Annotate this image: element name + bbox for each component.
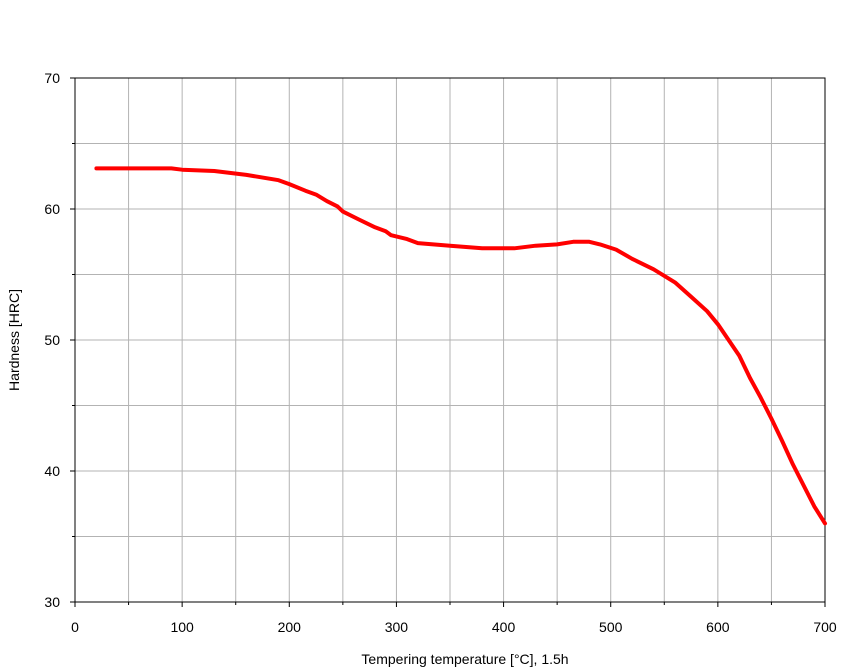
y-tick-label: 30 [44,594,60,610]
y-axis-label: Hardness [HRC] [6,289,22,391]
gridlines [75,78,825,602]
x-tick-label: 100 [170,619,194,635]
tick-marks [70,77,826,607]
x-tick-label: 300 [385,619,409,635]
x-axis-tick-labels: 0 100 200 300 400 500 600 700 [71,619,837,635]
x-axis-label: Tempering temperature [°C], 1.5h [361,651,568,667]
y-tick-label: 60 [44,201,60,217]
y-axis-tick-labels: 30 40 50 60 70 [44,70,60,610]
x-tick-label: 600 [706,619,730,635]
y-tick-label: 70 [44,70,60,86]
x-tick-label: 200 [278,619,302,635]
x-tick-label: 400 [492,619,516,635]
x-tick-label: 0 [71,619,79,635]
series-layer [94,166,827,526]
x-tick-label: 500 [599,619,623,635]
series-line-hardness [94,166,827,526]
x-tick-label: 700 [813,619,837,635]
y-tick-label: 50 [44,332,60,348]
y-tick-label: 40 [44,463,60,479]
